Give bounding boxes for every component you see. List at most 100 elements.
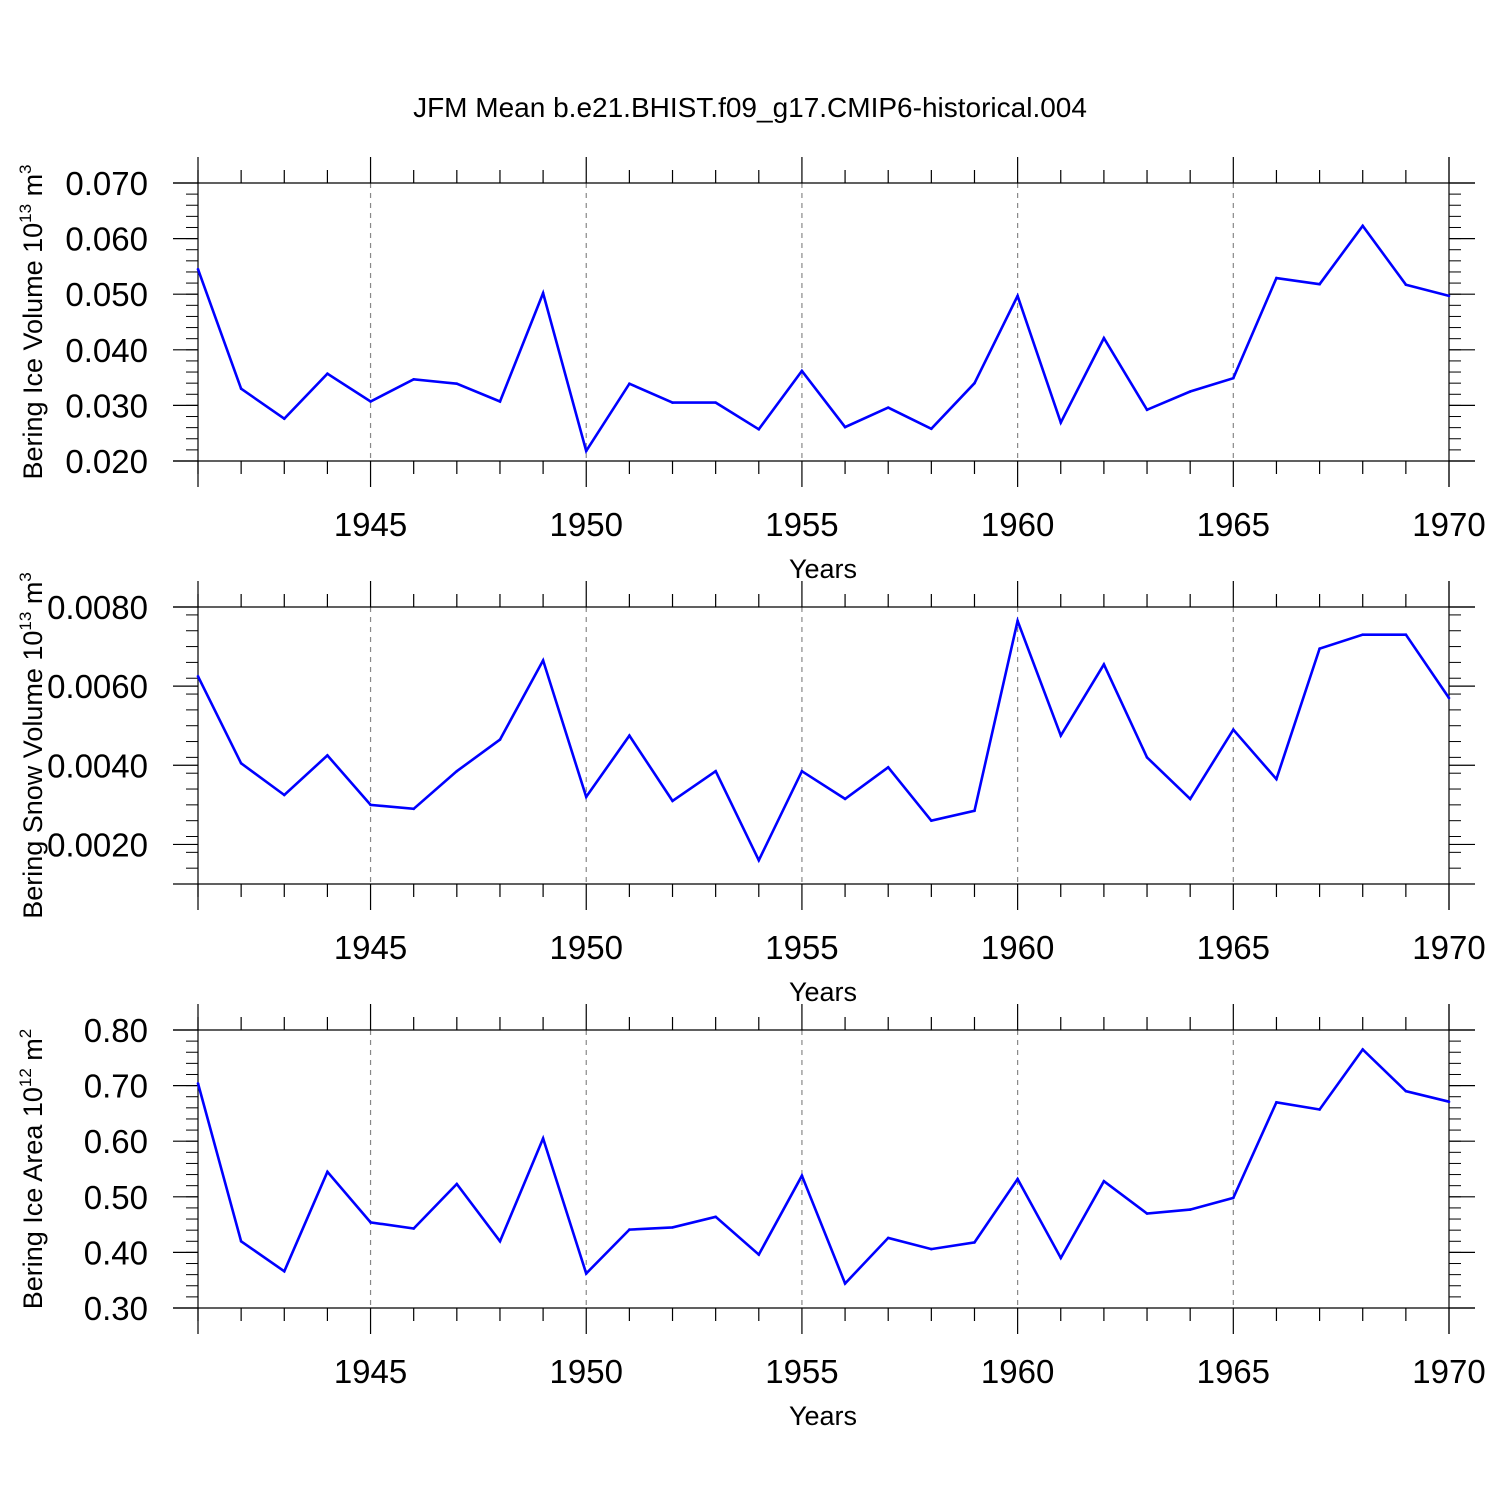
- y-axis-label: Bering Snow Volume 1013 m3: [16, 572, 48, 919]
- data-point: [455, 769, 459, 773]
- data-point: [1404, 283, 1408, 287]
- y-tick-label: 0.0040: [47, 747, 148, 784]
- data-point: [584, 795, 588, 799]
- data-point: [1059, 1256, 1063, 1260]
- y-axis-label-exponent: 12: [16, 1068, 35, 1087]
- data-point: [1188, 390, 1192, 393]
- y-tick-label: 0.040: [65, 332, 148, 369]
- data-point: [455, 1182, 459, 1186]
- data-point: [239, 1239, 243, 1243]
- y-axis-label-unit: m: [18, 174, 48, 204]
- y-axis-label-text: Bering Ice Volume 10: [18, 223, 48, 480]
- data-point: [1059, 734, 1063, 737]
- data-point: [369, 803, 372, 807]
- data-point: [282, 793, 286, 797]
- y-axis-label-unit: m: [18, 582, 48, 612]
- data-point: [973, 1241, 976, 1244]
- data-point: [1361, 224, 1365, 228]
- y-axis-label-exponent: 13: [16, 204, 35, 223]
- data-point: [412, 1227, 415, 1230]
- data-point: [1275, 276, 1278, 280]
- panel-1: 0.020 0.030 0.040 0.050 0.060 0.070 1945 1950 19…: [16, 157, 1486, 584]
- data-point: [1361, 1048, 1365, 1051]
- data-point: [196, 1082, 200, 1085]
- x-tick-label: 1955: [765, 929, 838, 966]
- data-point: [671, 1226, 674, 1229]
- data-point: [671, 401, 674, 404]
- y-axis-label: Bering Ice Area 1012 m2: [16, 1029, 48, 1310]
- data-point: [800, 1174, 804, 1177]
- x-tick-label: 1945: [334, 1353, 407, 1390]
- y-axis-label: Bering Ice Volume 1013 m3: [16, 164, 48, 479]
- data-point: [1318, 282, 1321, 286]
- series-line: [196, 616, 1451, 864]
- data-point: [1361, 633, 1365, 636]
- x-tick-label: 1945: [334, 506, 407, 543]
- x-tick-label: 1960: [981, 506, 1054, 543]
- y-axis-label-unit-exponent: 2: [16, 1029, 35, 1038]
- data-point: [671, 799, 674, 803]
- data-point: [886, 406, 890, 409]
- y-tick-label: 0.0020: [47, 826, 148, 863]
- y-tick-label: 0.060: [65, 221, 148, 258]
- data-point: [369, 1221, 372, 1224]
- x-tick-label: 1970: [1412, 1353, 1485, 1390]
- y-tick-label: 0.70: [84, 1068, 148, 1105]
- data-point: [973, 381, 976, 385]
- data-point: [714, 769, 717, 773]
- data-point: [1232, 728, 1235, 731]
- data-point: [584, 449, 588, 453]
- data-point: [584, 1272, 588, 1275]
- data-point: [1275, 777, 1278, 781]
- y-axis-label-unit-exponent: 3: [16, 164, 35, 173]
- x-tick-label: 1950: [550, 929, 623, 966]
- data-point: [628, 382, 631, 386]
- series-line: [196, 1047, 1450, 1286]
- y-axis-label-text: Bering Ice Area 10: [18, 1087, 48, 1309]
- data-point: [326, 372, 329, 376]
- data-point: [628, 1228, 631, 1231]
- data-point: [1016, 619, 1019, 623]
- y-tick-label: 0.40: [84, 1234, 148, 1271]
- data-point: [1102, 1179, 1106, 1183]
- y-tick-label: 0.0060: [47, 668, 148, 705]
- x-tick-label: 1950: [550, 506, 623, 543]
- data-point: [1145, 1212, 1149, 1215]
- data-point: [196, 674, 200, 678]
- y-tick-label: 0.0080: [47, 589, 148, 626]
- x-tick-label: 1950: [550, 1353, 623, 1390]
- y-tick-label: 0.030: [65, 387, 148, 424]
- data-point: [757, 1253, 761, 1256]
- data-point: [541, 291, 545, 295]
- data-point: [1447, 696, 1451, 700]
- data-point: [757, 428, 761, 431]
- data-point: [541, 659, 545, 662]
- x-axis-label: Years: [789, 1401, 857, 1431]
- data-point: [1404, 633, 1408, 636]
- y-axis-label-exponent: 13: [16, 612, 35, 631]
- data-point: [239, 762, 243, 765]
- data-point: [1447, 294, 1451, 298]
- data-point: [196, 267, 200, 271]
- data-point: [1404, 1089, 1408, 1093]
- x-tick-label: 1965: [1197, 929, 1270, 966]
- panel-3: 0.30 0.40 0.50 0.60 0.70 0.80 1945 1950 1955 1960…: [16, 1004, 1486, 1431]
- data-point: [843, 1282, 847, 1285]
- data-point: [1016, 1177, 1019, 1181]
- data-point: [843, 797, 847, 801]
- data-point: [628, 734, 631, 737]
- data-point: [714, 401, 717, 404]
- data-point: [455, 382, 459, 386]
- x-tick-label: 1955: [765, 1353, 838, 1390]
- data-point: [1145, 408, 1149, 412]
- data-point: [282, 417, 286, 421]
- y-tick-label: 0.050: [65, 276, 148, 313]
- data-point: [498, 400, 502, 403]
- data-point: [930, 1247, 933, 1251]
- data-point: [541, 1137, 545, 1140]
- data-point: [412, 807, 415, 811]
- chart-title: JFM Mean b.e21.BHIST.f09_g17.CMIP6-histo…: [413, 92, 1087, 123]
- x-tick-label: 1945: [334, 929, 407, 966]
